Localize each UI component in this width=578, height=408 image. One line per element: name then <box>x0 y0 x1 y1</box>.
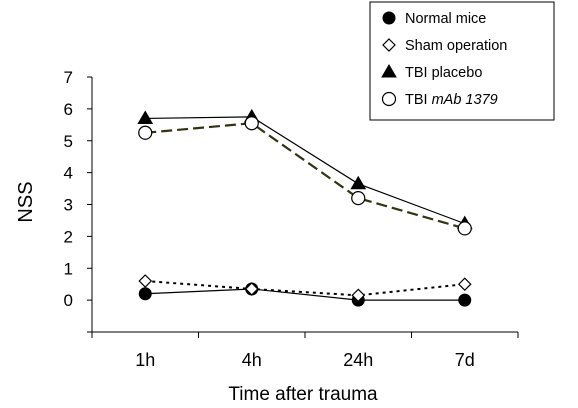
y-axis-title: NSS <box>15 181 37 222</box>
x-axis-title: Time after trauma <box>228 384 378 405</box>
legend-label: TBI mAb 1379 <box>405 92 498 108</box>
y-tick-label: 0 <box>64 291 73 310</box>
series-line-tbi-placebo <box>145 116 465 225</box>
data-point-tbi-placebo <box>350 175 367 190</box>
data-point-tbi-mab-1379 <box>244 116 259 131</box>
legend-marker <box>382 38 396 52</box>
data-point-sham-operation <box>244 282 259 296</box>
series-line-normal-mice <box>145 288 465 301</box>
data-point-sham-operation <box>457 277 472 292</box>
series-markers <box>137 108 473 307</box>
legend-label: Normal mice <box>405 11 486 27</box>
legend: Normal mice Sham operation TBI placebo TBI … <box>369 1 555 121</box>
axes: 0 1 2 3 4 5 6 7 1h 4h 24h 7d <box>64 68 519 370</box>
legend-box <box>369 1 555 121</box>
legend-label: Sham operation <box>405 38 507 54</box>
legend-marker <box>381 91 397 107</box>
y-tick-label: 1 <box>64 259 73 278</box>
series-line-tbi-mab-1379 <box>145 122 466 230</box>
data-point-sham-operation <box>351 288 366 303</box>
x-tick-label: 7d <box>455 350 475 370</box>
data-point-tbi-placebo <box>137 110 154 124</box>
series-lines <box>145 116 466 301</box>
legend-label: TBI placebo <box>405 65 482 81</box>
series-line-sham-operation <box>145 280 465 297</box>
x-tick-label: 4h <box>242 350 262 370</box>
y-tick-label: 7 <box>64 68 73 87</box>
x-tick-label: 1h <box>135 350 155 370</box>
y-tick-label: 2 <box>64 227 73 246</box>
data-point-normal-mice <box>458 293 472 307</box>
y-tick-label: 3 <box>64 196 73 215</box>
data-point-tbi-mab-1379 <box>457 221 472 236</box>
legend-marker <box>381 64 397 78</box>
y-tick-label: 4 <box>64 164 73 183</box>
legend-marker <box>382 11 396 25</box>
data-point-sham-operation <box>138 274 153 288</box>
y-tick-label: 5 <box>64 132 73 151</box>
y-tick-label: 6 <box>64 100 73 119</box>
data-point-tbi-mab-1379 <box>138 125 153 140</box>
data-point-tbi-mab-1379 <box>351 191 366 206</box>
data-point-normal-mice <box>138 287 152 301</box>
x-tick-label: 24h <box>343 350 373 370</box>
